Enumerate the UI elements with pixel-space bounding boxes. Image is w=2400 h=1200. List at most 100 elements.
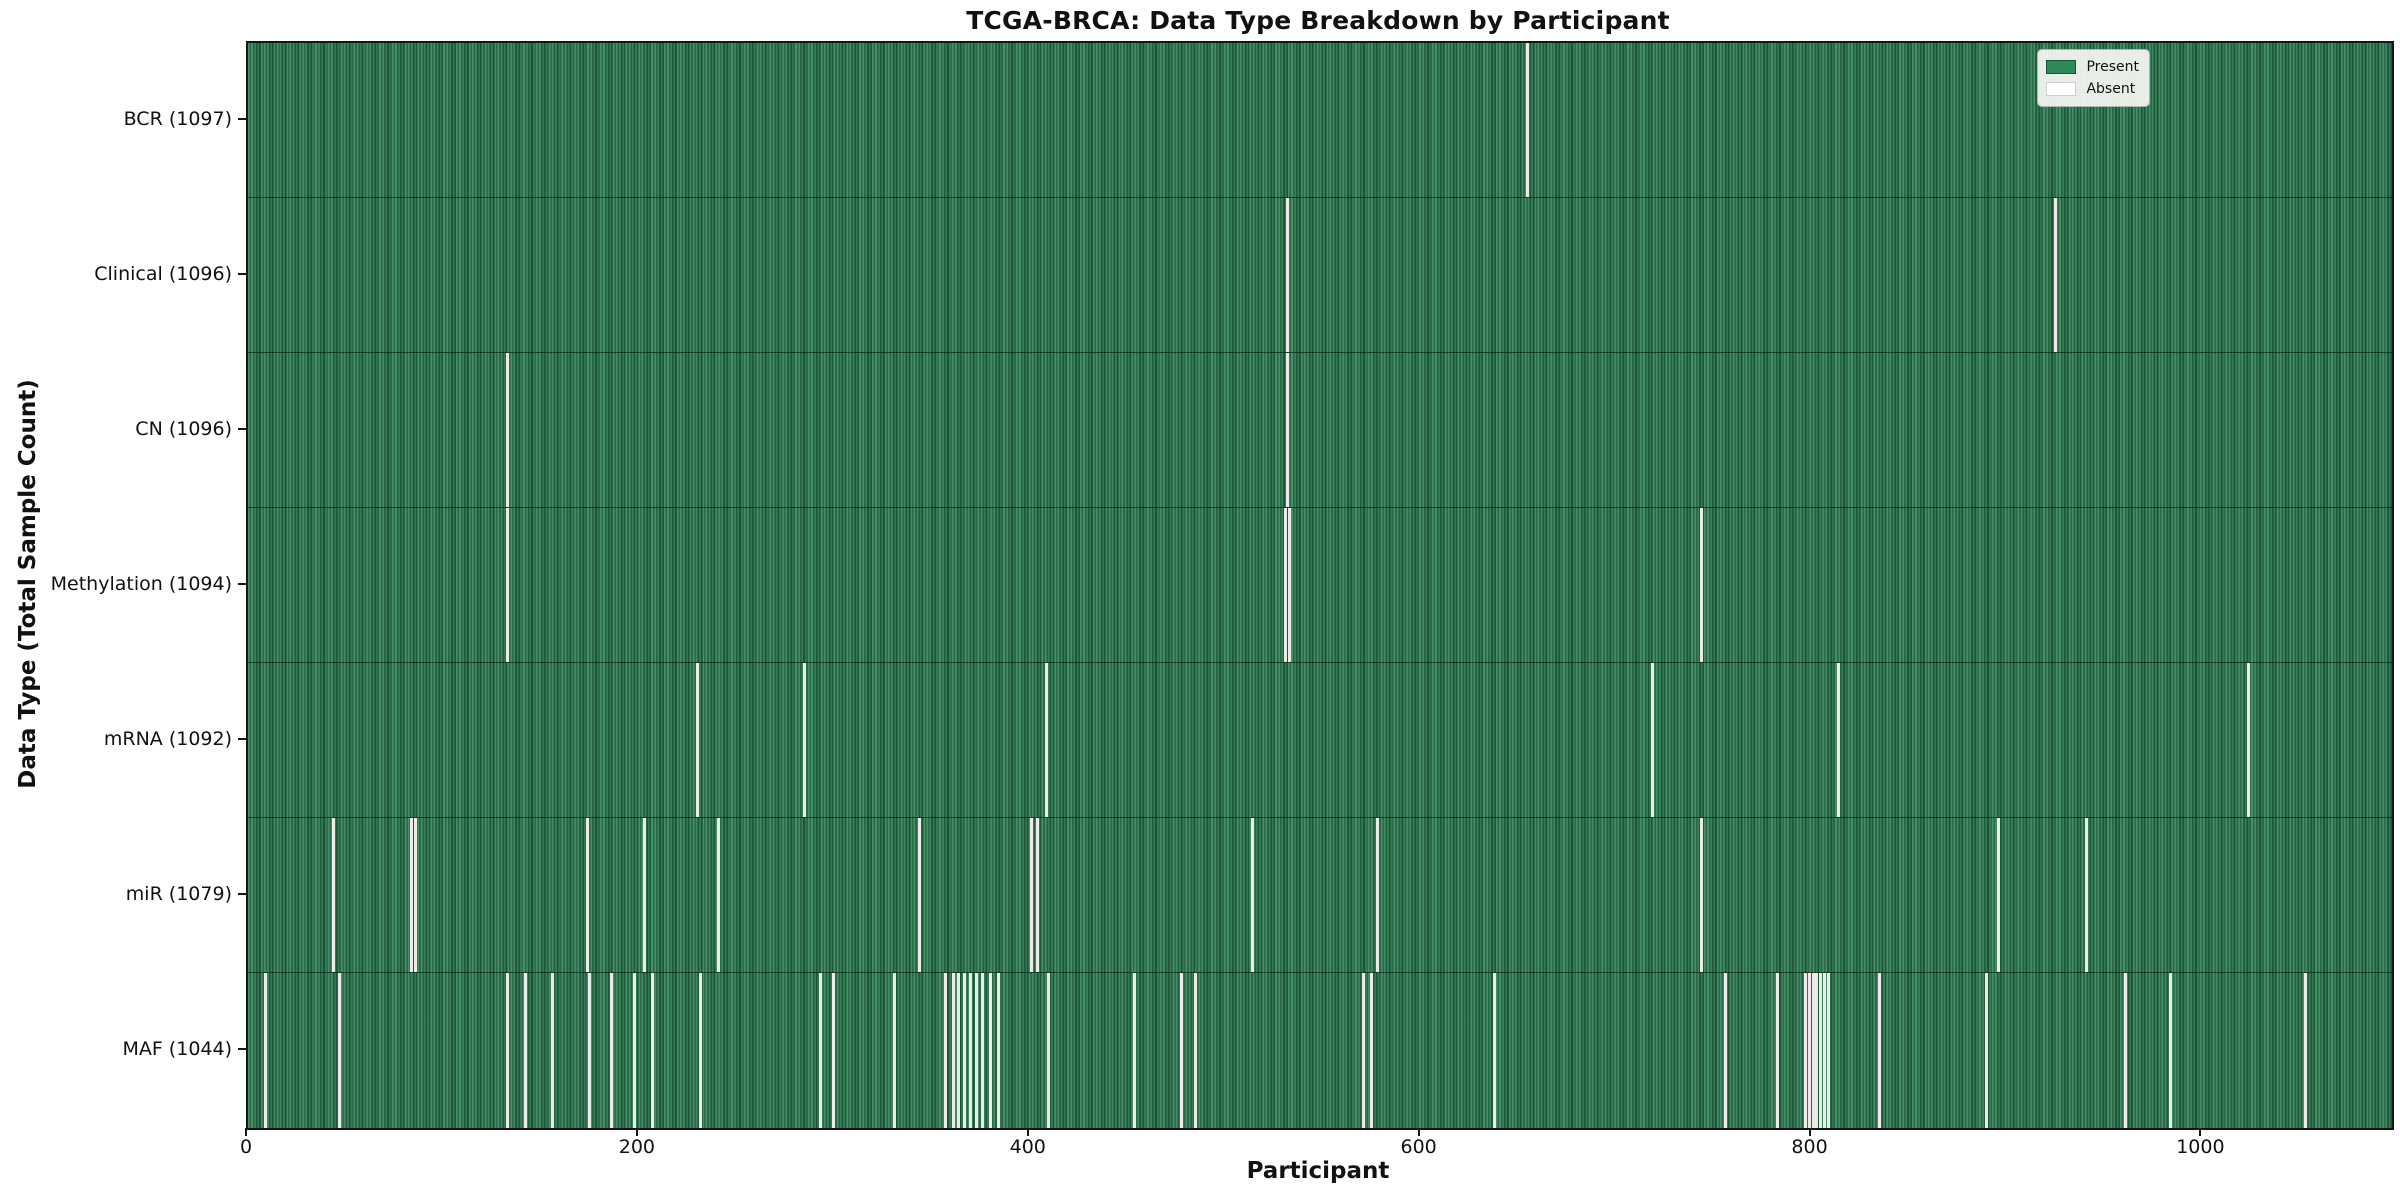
absent-gap xyxy=(1723,973,1727,1128)
absent-gap xyxy=(963,973,967,1128)
legend-item-absent: Absent xyxy=(2046,78,2139,100)
absent-gap xyxy=(996,973,1000,1128)
absent-gap xyxy=(1823,973,1827,1128)
absent-gap xyxy=(2247,663,2251,817)
absent-gap xyxy=(832,973,836,1128)
absent-gap xyxy=(1285,353,1289,507)
chart-title: TCGA-BRCA: Data Type Breakdown by Partic… xyxy=(966,6,1670,35)
y-tick-label: mRNA (1092) xyxy=(103,727,232,750)
absent-gap xyxy=(1526,43,1530,197)
absent-gap xyxy=(263,973,267,1128)
x-tick-mark xyxy=(1417,1128,1420,1136)
absent-gap xyxy=(633,973,637,1128)
y-tick-mark xyxy=(238,582,246,585)
absent-gap xyxy=(609,973,613,1128)
absent-gap xyxy=(1651,663,1655,817)
row-methylation xyxy=(248,508,2392,663)
absent-gap xyxy=(332,818,336,972)
row-cn xyxy=(248,353,2392,508)
x-tick-label: 200 xyxy=(618,1136,655,1158)
absent-gap xyxy=(943,973,947,1128)
legend-item-present: Present xyxy=(2046,56,2139,78)
y-tick-mark xyxy=(238,1047,246,1050)
absent-gap xyxy=(1133,973,1137,1128)
x-tick-mark xyxy=(2199,1128,2202,1136)
absent-gap xyxy=(1819,973,1823,1128)
absent-swatch xyxy=(2046,82,2077,96)
absent-gap xyxy=(1776,973,1780,1128)
absent-gap xyxy=(1287,508,1291,662)
x-tick-label: 800 xyxy=(1791,1136,1828,1158)
absent-gap xyxy=(2124,973,2128,1128)
absent-gap xyxy=(957,973,961,1128)
row-clinical xyxy=(248,198,2392,353)
absent-gap xyxy=(1283,508,1287,662)
x-tick-mark xyxy=(1026,1128,1029,1136)
absent-gap xyxy=(951,973,955,1128)
row-mir xyxy=(248,818,2392,973)
y-tick-mark xyxy=(238,117,246,120)
absent-gap xyxy=(2053,198,2057,352)
absent-gap xyxy=(1180,973,1184,1128)
absent-gap xyxy=(1811,973,1815,1128)
absent-gap xyxy=(695,663,699,817)
present-label: Present xyxy=(2086,59,2139,75)
plot-area xyxy=(246,41,2394,1130)
absent-gap xyxy=(1700,818,1704,972)
y-tick-mark xyxy=(238,427,246,430)
absent-gap xyxy=(918,818,922,972)
absent-gap xyxy=(642,818,646,972)
absent-gap xyxy=(586,818,590,972)
absent-gap xyxy=(803,663,807,817)
y-tick-label: CN (1096) xyxy=(135,417,232,440)
legend: Present Absent xyxy=(2037,49,2150,107)
absent-gap xyxy=(337,973,341,1128)
absent-gap xyxy=(1035,818,1039,972)
absent-gap xyxy=(1827,973,1831,1128)
y-tick-label: miR (1079) xyxy=(125,882,232,905)
absent-label: Absent xyxy=(2086,81,2136,97)
absent-gap xyxy=(505,353,509,507)
y-tick-mark xyxy=(238,892,246,895)
absent-gap xyxy=(2304,973,2308,1128)
x-tick-label: 400 xyxy=(1009,1136,1046,1158)
absent-gap xyxy=(988,973,992,1128)
absent-gap xyxy=(1997,818,2001,972)
absent-gap xyxy=(1807,973,1811,1128)
absent-gap xyxy=(1836,663,1840,817)
present-swatch xyxy=(2046,60,2077,74)
absent-gap xyxy=(2085,818,2089,972)
absent-gap xyxy=(1193,973,1197,1128)
absent-gap xyxy=(523,973,527,1128)
absent-gap xyxy=(1047,973,1051,1128)
x-axis-label: Participant xyxy=(1246,1158,1390,1184)
x-tick-mark xyxy=(1808,1128,1811,1136)
absent-gap xyxy=(717,818,721,972)
absent-gap xyxy=(505,973,509,1128)
x-tick-label: 0 xyxy=(239,1136,253,1158)
absent-gap xyxy=(699,973,703,1128)
absent-gap xyxy=(1375,818,1379,972)
absent-gap xyxy=(2169,973,2173,1128)
absent-gap xyxy=(980,973,984,1128)
absent-gap xyxy=(975,973,979,1128)
absent-gap xyxy=(414,818,418,972)
x-tick-mark xyxy=(245,1128,247,1136)
absent-gap xyxy=(1369,973,1373,1128)
row-bcr xyxy=(248,43,2392,198)
absent-gap xyxy=(588,973,592,1128)
absent-gap xyxy=(1985,973,1989,1128)
absent-gap xyxy=(1362,973,1366,1128)
y-tick-label: MAF (1044) xyxy=(122,1037,232,1060)
absent-gap xyxy=(1877,973,1881,1128)
x-tick-label: 1000 xyxy=(2176,1136,2225,1158)
absent-gap xyxy=(1029,818,1033,972)
absent-gap xyxy=(1250,818,1254,972)
absent-gap xyxy=(410,818,414,972)
row-maf xyxy=(248,973,2392,1128)
absent-gap xyxy=(1700,508,1704,662)
absent-gap xyxy=(892,973,896,1128)
absent-gap xyxy=(1285,198,1289,352)
y-tick-label: Methylation (1094) xyxy=(50,572,232,595)
